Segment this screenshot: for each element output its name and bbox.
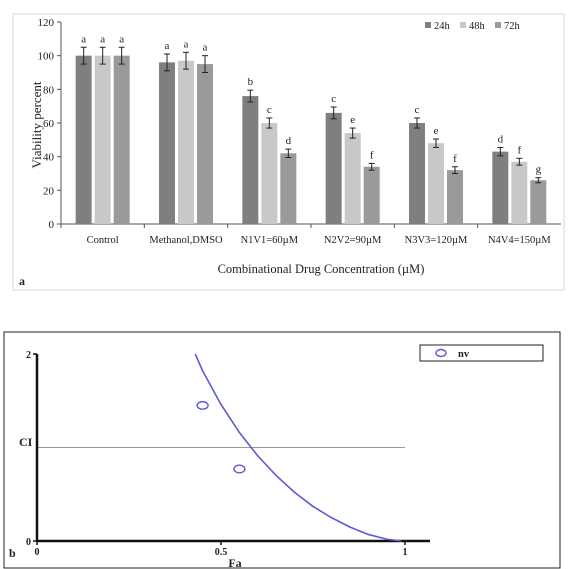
bar-chart-y-axis-label: Viability percent bbox=[29, 81, 44, 168]
x-tick-label: N3V3=120µM bbox=[405, 235, 468, 246]
y-tick-label: 0 bbox=[49, 219, 55, 231]
bar bbox=[363, 166, 380, 224]
x-tick-label: Methanol,DMSO bbox=[149, 235, 223, 246]
bar bbox=[75, 55, 92, 224]
y-tick-label: 100 bbox=[38, 51, 55, 63]
bar bbox=[447, 170, 463, 224]
bar bbox=[113, 55, 130, 224]
ci-plot-x-axis-label: Fa bbox=[228, 556, 241, 569]
data-point bbox=[233, 464, 246, 474]
bar bbox=[325, 112, 342, 224]
panel-a-label: a bbox=[19, 274, 25, 288]
significance-letter: e bbox=[434, 125, 439, 137]
significance-letter: b bbox=[248, 76, 254, 88]
bar-chart-bars: a a a a a a b c d c e f c e f d f g bbox=[75, 33, 547, 225]
data-point bbox=[196, 400, 209, 410]
bar bbox=[280, 153, 297, 224]
significance-letter: a bbox=[203, 42, 208, 54]
significance-letter: e bbox=[350, 114, 355, 126]
significance-letter: a bbox=[184, 38, 189, 50]
significance-letter: a bbox=[81, 33, 86, 45]
legend-swatch bbox=[425, 22, 431, 28]
ci-plot-series bbox=[194, 353, 402, 542]
legend-box bbox=[419, 344, 544, 362]
significance-letter: c bbox=[415, 104, 420, 116]
legend-label: nv bbox=[458, 349, 470, 360]
significance-letter: f bbox=[517, 144, 521, 156]
bar bbox=[530, 180, 547, 224]
x-tick-label: N1V1=60µM bbox=[241, 235, 299, 246]
bar-chart-y-axis: 0 20 40 60 80 100 120 bbox=[38, 17, 62, 231]
panel-b: 0 0.5 1 0 2 nv CI Fa b bbox=[3, 331, 561, 569]
bar bbox=[197, 64, 213, 224]
legend-swatch bbox=[460, 22, 466, 28]
legend-label: 72h bbox=[504, 21, 521, 32]
significance-letter: a bbox=[165, 40, 170, 52]
bar bbox=[159, 62, 175, 225]
x-tick-label: 1 bbox=[403, 547, 408, 558]
panel-a: 0 20 40 60 80 100 120 Control Methanol,DMSO N1V1… bbox=[12, 13, 565, 291]
x-tick-label: 0 bbox=[35, 547, 40, 558]
y-tick-label: 20 bbox=[43, 185, 55, 197]
legend-swatch bbox=[495, 22, 501, 28]
panel-b-label: b bbox=[9, 546, 16, 560]
bar-chart-x-axis-label: Combinational Drug Concentration (µM) bbox=[218, 262, 425, 276]
bar bbox=[492, 151, 509, 224]
significance-letter: a bbox=[100, 33, 105, 45]
bar bbox=[242, 96, 259, 224]
significance-letter: f bbox=[370, 149, 374, 161]
y-tick-label: 80 bbox=[43, 84, 55, 96]
y-tick-label: 0 bbox=[26, 537, 31, 548]
bar bbox=[94, 55, 111, 224]
panel-b-frame bbox=[3, 331, 561, 569]
significance-letter: g bbox=[536, 164, 542, 176]
y-tick-label: 120 bbox=[38, 17, 55, 29]
significance-letter: d bbox=[498, 133, 504, 145]
y-tick-label: 2 bbox=[26, 350, 31, 361]
y-tick-label: 40 bbox=[43, 152, 55, 164]
panel-a-frame bbox=[12, 13, 565, 291]
ci-curve bbox=[194, 353, 402, 542]
significance-letter: c bbox=[331, 93, 336, 105]
significance-letter: f bbox=[453, 153, 457, 165]
ci-plot-legend: nv bbox=[419, 344, 544, 362]
x-tick-label: N4V4=150µM bbox=[488, 235, 551, 246]
bar bbox=[344, 133, 361, 224]
significance-letter: c bbox=[267, 104, 272, 116]
bar-chart-x-axis: Control Methanol,DMSO N1V1=60µM N2V2=90µM N3… bbox=[60, 223, 561, 246]
ci-plot-y-axis-label: CI bbox=[19, 435, 33, 449]
x-tick-label: Control bbox=[87, 235, 119, 246]
y-tick-label: 60 bbox=[43, 118, 55, 130]
bar bbox=[409, 123, 425, 224]
ci-plot-axes: 0 0.5 1 0 2 bbox=[26, 350, 430, 558]
bar bbox=[511, 161, 528, 224]
legend-label: 24h bbox=[434, 21, 451, 32]
bar bbox=[428, 143, 444, 224]
legend-marker bbox=[435, 348, 447, 358]
legend-label: 48h bbox=[469, 21, 486, 32]
bar bbox=[178, 60, 194, 224]
bar-chart-legend: 24h 48h 72h bbox=[425, 21, 521, 32]
x-tick-label: 0.5 bbox=[215, 547, 228, 558]
significance-letter: d bbox=[286, 135, 292, 147]
bar bbox=[261, 123, 278, 224]
significance-letter: a bbox=[119, 33, 124, 45]
x-tick-label: N2V2=90µM bbox=[324, 235, 382, 246]
